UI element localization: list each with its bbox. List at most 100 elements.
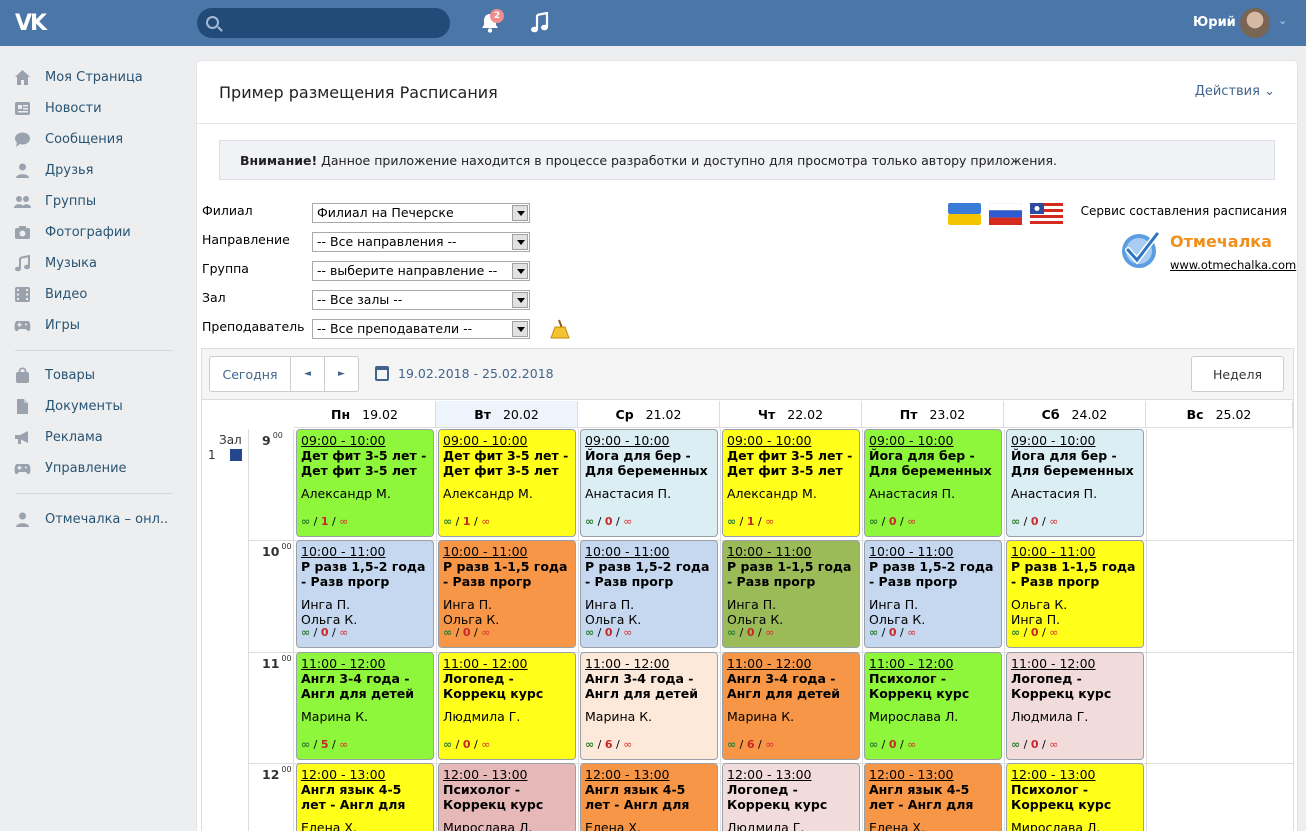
event-counter: ∞ / 0 / ∞	[869, 738, 917, 751]
schedule-event[interactable]: 09:00 - 10:00 Йога для бер - Для беременн…	[1006, 429, 1144, 537]
event-trainer: Александр М.	[727, 486, 817, 501]
schedule-event[interactable]: 10:00 - 11:00 Р разв 1,5-2 года - Разв пр…	[296, 540, 434, 648]
sidebar-item-label: Управление	[45, 460, 127, 476]
sidebar-item[interactable]: Друзья	[14, 159, 94, 181]
sidebar-item[interactable]: Документы	[14, 395, 123, 417]
event-trainer: Ольга К.	[443, 612, 500, 627]
schedule-event[interactable]: 12:00 - 13:00 Англ язык 4-5 лет - Англ дл…	[580, 763, 718, 831]
actions-menu[interactable]: Действия ⌄	[1195, 84, 1275, 99]
schedule-event[interactable]: 11:00 - 12:00 Англ 3-4 года - Англ для де…	[580, 652, 718, 760]
event-time: 10:00 - 11:00	[1011, 544, 1096, 559]
next-week-button[interactable]: ►	[324, 356, 359, 392]
event-trainers: Елена Х.	[585, 820, 713, 831]
event-counter: ∞ / 6 / ∞	[585, 738, 633, 751]
direction-select[interactable]: -- Все направления --	[312, 232, 530, 252]
sidebar-item[interactable]: Управление	[14, 457, 127, 479]
schedule-event[interactable]: 12:00 - 13:00 Англ язык 4-5 лет - Англ дл…	[864, 763, 1002, 831]
sidebar-item[interactable]: Группы	[14, 190, 96, 212]
user-name[interactable]: Юрий	[1193, 15, 1236, 30]
avatar[interactable]	[1240, 8, 1270, 38]
sidebar-divider	[15, 350, 173, 351]
schedule-event[interactable]: 10:00 - 11:00 Р разв 1,5-2 года - Разв пр…	[580, 540, 718, 648]
sidebar-item[interactable]: Моя Страница	[14, 66, 143, 88]
schedule-event[interactable]: 10:00 - 11:00 Р разв 1-1,5 года - Разв пр…	[1006, 540, 1144, 648]
event-count: 0	[604, 626, 613, 639]
broom-icon[interactable]	[547, 318, 571, 340]
day-date: 21.02	[645, 406, 682, 422]
event-name: Дет фит 3-5 лет - Дет фит 3-5 лет	[727, 448, 853, 478]
week-view-button[interactable]: Неделя	[1191, 356, 1284, 392]
chevron-down-icon[interactable]: ⌄	[1278, 14, 1288, 27]
schedule-event[interactable]: 09:00 - 10:00 Йога для бер - Для беременн…	[580, 429, 718, 537]
event-counter: ∞ / 0 / ∞	[727, 626, 775, 639]
sidebar-item[interactable]: Видео	[14, 283, 87, 305]
teacher-select[interactable]: -- Все преподаватели --	[312, 319, 530, 339]
event-time: 12:00 - 13:00	[443, 767, 528, 782]
today-button[interactable]: Сегодня	[209, 356, 291, 392]
prev-week-button[interactable]: ◄	[290, 356, 325, 392]
schedule-event[interactable]: 11:00 - 12:00 Англ 3-4 года - Англ для де…	[296, 652, 434, 760]
event-trainer: Марина К.	[727, 709, 795, 724]
event-counter: ∞ / 1 / ∞	[727, 515, 775, 528]
schedule-event[interactable]: 10:00 - 11:00 Р разв 1-1,5 года - Разв пр…	[722, 540, 860, 648]
teacher-label: Преподаватель	[202, 319, 305, 334]
schedule-event[interactable]: 12:00 - 13:00 Англ язык 4-5 лет - Англ дл…	[296, 763, 434, 831]
schedule-event[interactable]: 11:00 - 12:00 Психолог - Коррекц курс Миро…	[864, 652, 1002, 760]
sidebar-item[interactable]: Фотографии	[14, 221, 131, 243]
event-counter: ∞ / 0 / ∞	[443, 738, 491, 751]
schedule-event[interactable]: 12:00 - 13:00 Психолог - Коррекц курс Миро…	[438, 763, 576, 831]
event-trainer: Ольга К.	[585, 612, 642, 627]
sidebar-item[interactable]: Игры	[14, 314, 80, 336]
friends-icon	[14, 511, 31, 528]
event-trainers: Инга П. Ольга К.	[869, 597, 997, 627]
branch-select[interactable]: Филиал на Печерске	[312, 203, 530, 223]
flag-ukraine-icon[interactable]	[948, 203, 981, 225]
schedule-event[interactable]: 11:00 - 12:00 Англ 3-4 года - Англ для де…	[722, 652, 860, 760]
schedule-event[interactable]: 09:00 - 10:00 Дет фит 3-5 лет - Дет фит 3…	[722, 429, 860, 537]
event-trainer: Мирослава Л.	[1011, 820, 1101, 831]
event-trainers: Инга П. Ольга К.	[727, 597, 855, 627]
vk-logo[interactable]: VK	[15, 11, 47, 36]
schedule-event[interactable]: 12:00 - 13:00 Логопед - Коррекц курс Людми…	[722, 763, 860, 831]
schedule-event[interactable]: 11:00 - 12:00 Логопед - Коррекц курс Людми…	[1006, 652, 1144, 760]
flag-russia-icon[interactable]	[988, 202, 1023, 225]
sidebar-item[interactable]: Музыка	[14, 252, 97, 274]
sidebar-item[interactable]: Отмечалка – онл..	[14, 508, 168, 530]
schedule-event[interactable]: 10:00 - 11:00 Р разв 1-1,5 года - Разв пр…	[438, 540, 576, 648]
event-count: 0	[1030, 626, 1039, 639]
music-note-icon	[531, 11, 549, 33]
day-header: Вт 20.02	[436, 401, 578, 428]
flag-usa-icon[interactable]	[1030, 203, 1063, 225]
sidebar-item[interactable]: Новости	[14, 97, 102, 119]
sidebar-item[interactable]: Сообщения	[14, 128, 123, 150]
schedule-event[interactable]: 10:00 - 11:00 Р разв 1,5-2 года - Разв пр…	[864, 540, 1002, 648]
event-trainers: Анастасия П.	[1011, 486, 1139, 501]
event-time: 11:00 - 12:00	[1011, 656, 1096, 671]
event-trainers: Анастасия П.	[869, 486, 997, 501]
day-name: Ср	[615, 406, 634, 422]
sidebar-item-label: Видео	[45, 286, 88, 302]
schedule-event[interactable]: 09:00 - 10:00 Йога для бер - Для беременн…	[864, 429, 1002, 537]
schedule-event[interactable]: 09:00 - 10:00 Дет фит 3-5 лет - Дет фит 3…	[296, 429, 434, 537]
group-select[interactable]: -- выберите направление --	[312, 261, 530, 281]
hall-select[interactable]: -- Все залы --	[312, 290, 530, 310]
notice-box: Внимание! Данное приложение находится в …	[219, 140, 1275, 180]
service-name[interactable]: Отмечалка	[1170, 232, 1272, 251]
event-count: 0	[1030, 515, 1039, 528]
schedule-event[interactable]: 09:00 - 10:00 Дет фит 3-5 лет - Дет фит 3…	[438, 429, 576, 537]
event-trainers: Людмила Г.	[443, 709, 571, 724]
search-input[interactable]	[197, 8, 450, 38]
notifications-button[interactable]: 2	[480, 9, 504, 34]
arrow-right-icon: ►	[338, 369, 345, 379]
sidebar-item[interactable]: Товары	[14, 364, 95, 386]
event-trainer: Александр М.	[301, 486, 391, 501]
event-time: 10:00 - 11:00	[727, 544, 812, 559]
schedule-event[interactable]: 12:00 - 13:00 Психолог - Коррекц курс Миро…	[1006, 763, 1144, 831]
event-name: Логопед - Коррекц курс	[727, 782, 828, 812]
schedule-event[interactable]: 11:00 - 12:00 Логопед - Коррекц курс Людми…	[438, 652, 576, 760]
event-counter: ∞ / 0 / ∞	[301, 626, 349, 639]
checkmark-logo-icon[interactable]	[1119, 228, 1161, 270]
sidebar-item[interactable]: Реклама	[14, 426, 103, 448]
service-url-link[interactable]: www.otmechalka.com	[1170, 258, 1297, 272]
music-button[interactable]	[530, 11, 552, 34]
